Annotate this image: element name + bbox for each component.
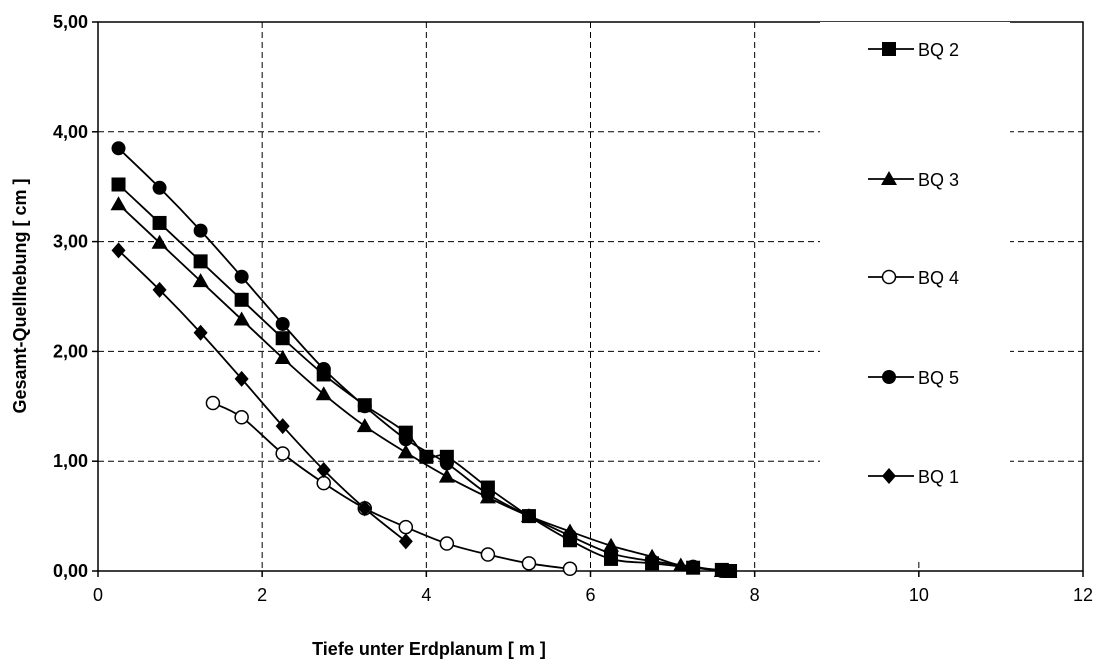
data-point (152, 281, 167, 298)
legend-label: BQ 3 (918, 170, 959, 190)
data-point (562, 528, 577, 543)
axes: 0 2 4 6 8 10 12 0,00 1,00 2,00 3,00 4,00 5,00 (53, 12, 1093, 605)
data-point (234, 410, 249, 425)
data-point (480, 487, 495, 502)
x-tick-label: 6 (585, 585, 595, 605)
data-point (714, 564, 729, 578)
data-point (686, 559, 701, 574)
series-line (212, 402, 571, 570)
data-point (356, 418, 373, 433)
data-point (193, 324, 208, 341)
data-point (357, 500, 372, 517)
data-point (205, 395, 221, 411)
data-point (111, 141, 126, 156)
legend-entry: BQ 5 (868, 368, 959, 388)
data-point (193, 254, 208, 269)
data-point (234, 370, 249, 387)
data-point (315, 386, 332, 401)
data-point (316, 475, 331, 491)
data-point (398, 432, 413, 447)
legend-marker (882, 370, 896, 384)
y-axis-title: Gesamt-Quellhebung [ cm ] (10, 178, 30, 413)
data-point (521, 556, 537, 571)
series-layer (110, 141, 738, 578)
legend-label: BQ 1 (918, 467, 959, 487)
data-point (645, 554, 660, 569)
data-point (275, 331, 290, 346)
data-point (193, 223, 208, 238)
y-tick-label: 1,00 (53, 451, 88, 471)
legend-entry: BQ 1 (868, 467, 959, 487)
legend-entry: BQ 3 (868, 170, 959, 190)
legend-label: BQ 4 (918, 268, 959, 288)
data-point (192, 273, 209, 288)
data-point (152, 215, 167, 230)
data-point (275, 316, 290, 331)
legend-marker (881, 171, 897, 185)
x-tick-label: 2 (257, 585, 267, 605)
data-point (439, 456, 454, 471)
data-point (274, 349, 291, 364)
data-point (439, 536, 455, 551)
y-tick-label: 4,00 (53, 122, 88, 142)
data-point (397, 444, 414, 459)
data-point (316, 361, 331, 376)
legend-marker (881, 269, 897, 285)
data-point (438, 468, 455, 483)
data-point (111, 177, 126, 192)
x-tick-label: 12 (1073, 585, 1093, 605)
y-tick-label: 2,00 (53, 341, 88, 361)
data-point (234, 269, 249, 284)
legend: BQ 2 BQ 3 BQ 4 BQ 5 BQ 1 (820, 22, 1010, 562)
x-tick-label: 10 (909, 585, 929, 605)
data-point (234, 292, 249, 307)
x-axis-title: Tiefe unter Erdplanum [ m ] (312, 639, 546, 659)
data-point (562, 561, 578, 577)
legend-entry: BQ 4 (868, 268, 959, 288)
data-point (275, 418, 290, 435)
y-tick-label: 3,00 (53, 232, 88, 252)
data-point (152, 180, 167, 195)
legend-marker (882, 468, 896, 484)
x-tick-label: 4 (421, 585, 431, 605)
legend-label: BQ 5 (918, 368, 959, 388)
data-point (357, 399, 372, 414)
series-line (117, 203, 722, 572)
x-tick-label: 8 (750, 585, 760, 605)
series-bq-1 (111, 242, 413, 550)
data-point (151, 234, 168, 249)
data-point (316, 461, 331, 478)
data-point (398, 519, 414, 535)
legend-label: BQ 2 (918, 40, 959, 60)
series-bq-5 (111, 141, 729, 578)
series-line (117, 147, 722, 572)
y-tick-label: 5,00 (53, 12, 88, 32)
data-point (521, 509, 536, 524)
data-point (275, 446, 290, 461)
data-point (110, 196, 127, 211)
legend-marker (882, 42, 896, 56)
data-point (111, 242, 126, 259)
data-point (480, 547, 496, 562)
data-point (604, 546, 619, 561)
data-point (233, 311, 250, 326)
legend-box (820, 22, 1010, 562)
data-point (398, 533, 413, 550)
legend-entry: BQ 2 (868, 40, 959, 60)
y-tick-label: 0,00 (53, 561, 88, 581)
x-tick-label: 0 (93, 585, 103, 605)
